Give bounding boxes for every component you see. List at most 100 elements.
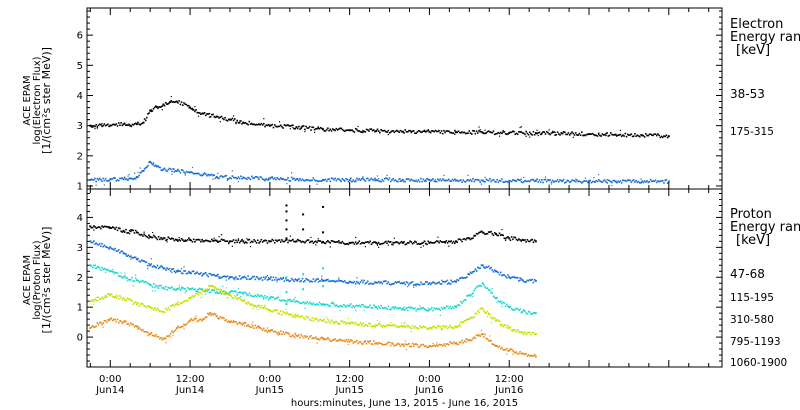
- proton-point: [311, 316, 313, 319]
- proton-point: [325, 240, 328, 243]
- proton-ylabel: [1/(cm²s ster MeV)]: [40, 227, 53, 334]
- electron-point: [513, 130, 515, 133]
- proton-point: [457, 279, 460, 282]
- proton-point: [463, 277, 466, 279]
- proton-point: [475, 269, 478, 271]
- proton-point: [101, 225, 103, 227]
- proton-ylabel: log(Proton Flux): [32, 240, 43, 319]
- proton-point: [475, 232, 478, 235]
- proton-point: [533, 333, 536, 336]
- proton-point: [508, 327, 511, 330]
- electron-point: [525, 180, 527, 183]
- proton-point: [377, 305, 380, 308]
- electron-point: [645, 181, 647, 183]
- electron-point: [236, 119, 238, 121]
- electron-point: [370, 128, 373, 130]
- electron-point: [605, 180, 607, 183]
- proton-point: [177, 270, 179, 273]
- proton-point: [379, 282, 381, 284]
- proton-point: [324, 321, 327, 323]
- proton-point: [289, 298, 292, 301]
- proton-point: [344, 304, 346, 307]
- proton-point: [427, 310, 430, 312]
- electron-point: [175, 169, 178, 172]
- electron-point: [275, 178, 277, 181]
- proton-point: [233, 295, 236, 297]
- proton-point: [341, 240, 344, 243]
- proton-point: [182, 286, 184, 289]
- proton-point: [363, 305, 365, 308]
- proton-point: [469, 271, 472, 273]
- proton-point: [406, 309, 409, 312]
- electron-point: [150, 162, 153, 164]
- proton-point: [200, 288, 202, 291]
- electron-point: [130, 177, 133, 180]
- electron-point: [197, 115, 200, 117]
- proton-point: [108, 227, 110, 229]
- electron-point: [545, 130, 548, 133]
- proton-point: [294, 313, 297, 316]
- proton-point: [283, 311, 286, 314]
- proton-point: [278, 332, 281, 334]
- proton-point: [281, 333, 283, 335]
- proton-point: [105, 225, 108, 228]
- proton-point: [235, 239, 237, 242]
- electron-point: [170, 95, 172, 98]
- proton-point: [487, 313, 490, 316]
- proton-point: [502, 325, 504, 328]
- proton-point: [222, 285, 224, 288]
- electron-point: [507, 181, 509, 184]
- proton-point: [376, 324, 379, 327]
- electron-point: [441, 132, 444, 135]
- proton-point: [452, 240, 455, 243]
- proton-point: [475, 312, 478, 315]
- proton-point: [438, 241, 440, 244]
- electron-point: [607, 179, 610, 182]
- x-axis-label: hours:minutes, June 13, 2015 - June 16, …: [291, 398, 518, 409]
- electron-point: [404, 129, 407, 131]
- proton-point: [190, 239, 193, 242]
- electron-point: [124, 178, 127, 180]
- electron-point: [152, 107, 155, 110]
- proton-point: [433, 242, 436, 244]
- proton-point: [223, 317, 225, 320]
- proton-point: [200, 272, 202, 274]
- proton-point: [527, 354, 530, 356]
- electron-point: [162, 103, 165, 106]
- proton-point: [285, 300, 288, 303]
- electron-point: [334, 177, 336, 180]
- proton-point: [490, 291, 492, 294]
- electron-point: [298, 125, 300, 128]
- proton-point: [144, 260, 147, 263]
- proton-point: [267, 240, 270, 242]
- proton-point: [267, 309, 270, 311]
- electron-point: [664, 179, 666, 182]
- proton-point: [292, 316, 294, 318]
- electron-point: [147, 164, 149, 167]
- proton-point: [281, 239, 283, 241]
- proton-point: [218, 277, 220, 280]
- electron-point: [264, 179, 266, 181]
- proton-point: [531, 313, 533, 315]
- proton-point: [483, 266, 485, 269]
- proton-point: [218, 276, 220, 278]
- electron-point: [247, 176, 249, 179]
- proton-point: [356, 243, 358, 245]
- electron-point: [495, 181, 497, 183]
- electron-point: [493, 133, 496, 136]
- electron-point: [647, 181, 650, 184]
- proton-point: [327, 239, 329, 242]
- proton-point: [314, 336, 317, 339]
- electron-point: [121, 124, 124, 127]
- proton-point: [127, 254, 130, 257]
- electron-point: [139, 124, 141, 126]
- electron-point: [200, 174, 202, 177]
- proton-point: [376, 242, 379, 245]
- proton-point: [388, 283, 391, 285]
- proton-point: [487, 265, 490, 268]
- electron-point: [542, 181, 544, 184]
- proton-point: [125, 276, 127, 279]
- proton-series-115-195: [89, 240, 537, 288]
- proton-point: [197, 291, 200, 293]
- proton-point: [326, 316, 328, 318]
